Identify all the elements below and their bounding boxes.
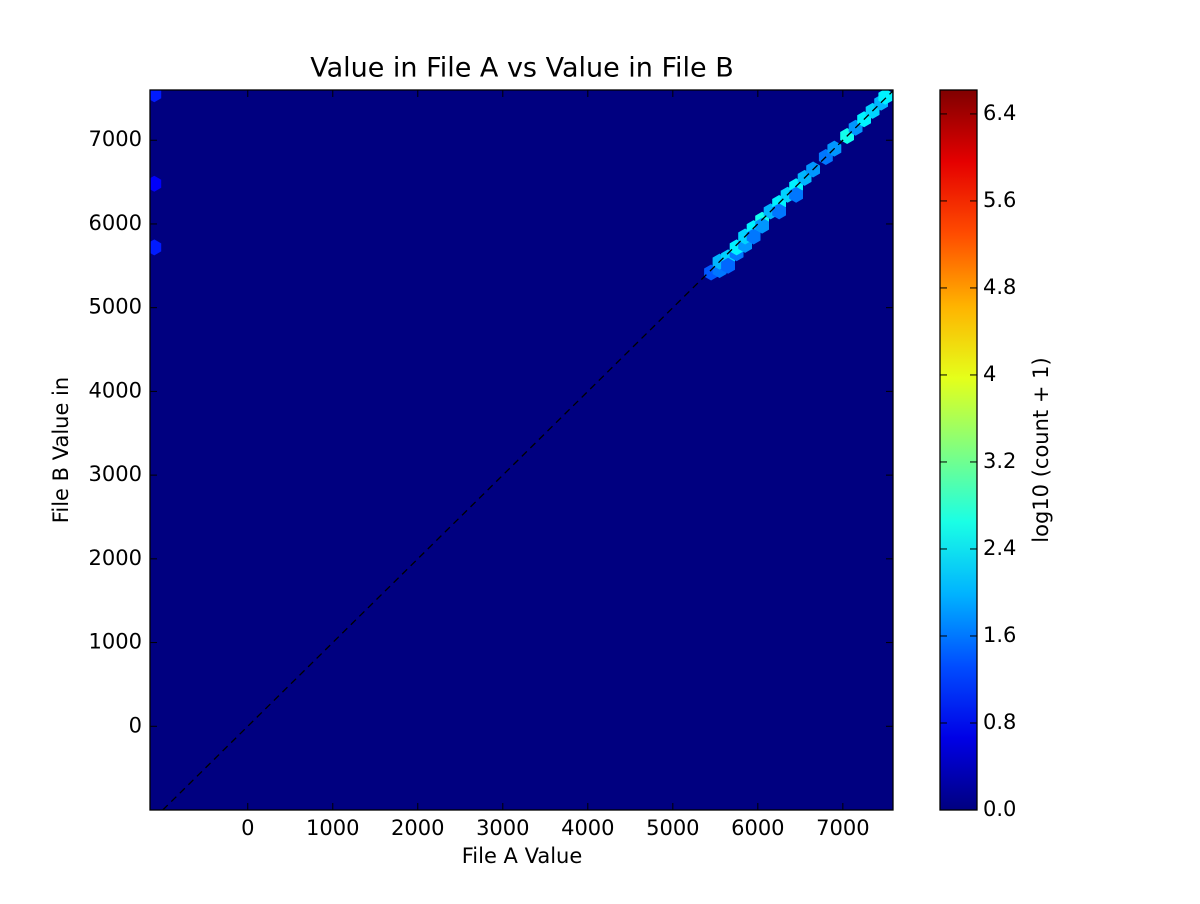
y-tick-label: 2000 — [89, 546, 142, 570]
x-tick-label: 4000 — [561, 816, 614, 840]
hex-cell — [746, 228, 761, 245]
x-axis-label: File A Value — [462, 844, 583, 868]
colorbar-tick-label: 4 — [983, 362, 996, 386]
colorbar-tick-label: 2.4 — [983, 536, 1016, 560]
reference-line — [162, 90, 893, 810]
hex-cell — [150, 239, 162, 256]
colorbar-tick-label: 3.2 — [983, 449, 1016, 473]
y-tick-label: 5000 — [89, 295, 142, 319]
hex-cell — [755, 217, 769, 234]
y-tick-label: 3000 — [89, 462, 142, 486]
colorbar-tick-label: 0.8 — [983, 710, 1016, 734]
x-tick-label: 6000 — [731, 816, 784, 840]
colorbar-tick-label: 4.8 — [983, 275, 1016, 299]
x-tick-label: 7000 — [816, 816, 869, 840]
y-tick-label: 6000 — [89, 211, 142, 235]
y-tick-label: 0 — [129, 713, 142, 737]
y-tick-label: 1000 — [89, 630, 142, 654]
plot-frame — [149, 89, 894, 811]
x-tick-label: 5000 — [646, 816, 699, 840]
x-tick-label: 3000 — [476, 816, 529, 840]
x-tick-label: 2000 — [391, 816, 444, 840]
y-tick-label: 7000 — [89, 127, 142, 151]
chart-title: Value in File A vs Value in File B — [310, 53, 734, 84]
x-tick-label: 1000 — [306, 816, 359, 840]
colorbar-tick-label: 1.6 — [983, 623, 1016, 647]
y-axis-label: File B Value in — [49, 377, 73, 523]
hex-layer — [150, 90, 893, 810]
hex-cell — [150, 175, 162, 192]
hex-cell — [772, 203, 786, 220]
hex-cell — [721, 257, 735, 274]
colorbar-tick-label: 6.4 — [983, 101, 1016, 125]
hex-cell — [150, 90, 162, 103]
y-tick-label: 4000 — [89, 378, 142, 402]
colorbar-label: log10 (count + 1) — [1029, 357, 1053, 542]
colorbar-tick-label: 5.6 — [983, 188, 1016, 212]
x-tick-label: 0 — [241, 816, 254, 840]
colorbar — [939, 89, 978, 811]
colorbar-tick-label: 0.0 — [983, 797, 1016, 821]
hex-cell — [789, 186, 803, 203]
